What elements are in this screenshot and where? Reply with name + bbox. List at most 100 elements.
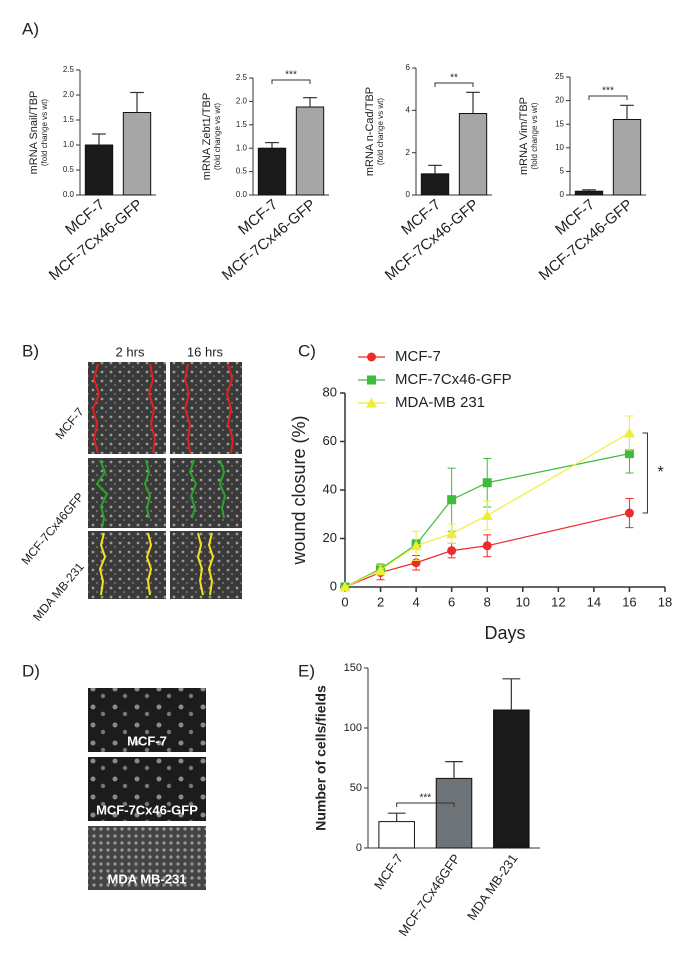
bar [458,113,488,196]
marker [366,397,377,408]
column-label: 2 hrs [116,344,145,359]
y-tick-label: 0.0 [236,190,248,199]
significance-bracket [396,802,455,807]
panel-label: B) [22,341,39,360]
y-tick-label: 2.0 [236,97,248,106]
y-tick-label: 80 [323,384,337,399]
panel-label: C) [298,341,316,360]
marker [482,541,492,551]
bar [84,144,114,196]
bar [493,709,530,849]
y-tick-label: 4 [406,105,411,114]
y-axis-sublabel: (fold change vs wt) [530,102,539,169]
x-tick-label: MDA MB-231 [464,851,521,923]
significance-bracket [271,79,311,84]
marker [481,509,493,520]
marker [446,528,458,539]
y-tick-label: 2.5 [63,65,75,74]
series-line [344,512,630,588]
y-tick-label: 2 [406,148,411,157]
y-tick-label: 0 [356,842,362,854]
significance-bracket [588,95,628,100]
bar [122,112,152,196]
y-axis-label: mRNA Vim/TBP [518,97,530,175]
significance-label: *** [285,70,297,81]
panel-label: E) [298,661,315,680]
marker [367,352,376,362]
y-tick-label: 15 [555,119,564,128]
significance-bracket [434,82,474,87]
x-tick-label: 12 [551,594,565,609]
significance-label: * [657,464,663,481]
x-tick-label: MCF-7Cx46GFP [395,851,463,939]
bar [257,147,287,196]
y-tick-label: 100 [344,722,362,734]
x-tick-label: 6 [448,594,455,609]
x-tick-label: 18 [658,594,672,609]
y-axis-sublabel: (fold change vs wt) [40,99,49,166]
legend-label: MDA-MB 231 [395,394,485,411]
panel-label: D) [22,661,40,680]
legend-label: MCF-7Cx46-GFP [395,371,512,388]
significance-label: *** [602,86,614,97]
y-tick-label: 50 [350,782,362,794]
x-axis-label: Days [484,623,525,643]
y-axis-label: mRNA n-Cad/TBP [364,87,376,176]
y-tick-label: 25 [555,72,564,81]
cell-images [88,688,206,890]
marker [339,581,351,592]
marker [624,449,634,459]
x-tick-label: 8 [484,594,491,609]
row-label: MCF-7Cx46GFP [19,490,87,567]
marker [447,546,457,556]
y-tick-label: 0.5 [63,165,75,174]
x-tick-label: 10 [516,594,530,609]
bar [378,821,415,849]
y-tick-label: 10 [555,143,564,152]
bar [435,777,473,849]
y-axis-label: wound closure (%) [289,415,309,565]
y-tick-label: 0.5 [236,167,248,176]
significance-label: *** [419,793,431,804]
y-tick-label: 40 [323,481,337,496]
x-tick-label: 2 [377,594,384,609]
y-tick-label: 0 [330,578,337,593]
row-label: MCF-7 [52,405,87,442]
marker [410,540,422,551]
y-axis-label: mRNA Snail/TBP [28,91,40,175]
panel-label: A) [22,19,39,38]
y-tick-label: 2.5 [236,73,248,82]
image-label: MDA MB-231 [108,871,187,886]
y-tick-label: 60 [323,433,337,448]
marker [624,508,634,518]
image-label: MCF-7 [127,733,167,748]
marker [623,427,635,438]
y-tick-label: 20 [323,530,337,545]
x-tick-label: 4 [412,594,419,609]
y-tick-label: 0.0 [63,190,75,199]
marker [482,478,492,488]
y-tick-label: 1.0 [63,140,75,149]
bar [574,190,604,196]
x-tick-label: 14 [587,594,601,609]
bar [295,106,325,196]
marker [375,564,387,575]
y-tick-label: 2.0 [63,90,75,99]
series-line [344,453,630,588]
y-axis-sublabel: (fold change vs wt) [376,98,385,165]
wound-images [88,362,242,599]
y-tick-label: 0 [560,190,565,199]
y-tick-label: 150 [344,662,362,674]
y-tick-label: 5 [560,167,565,176]
y-tick-label: 6 [406,63,411,72]
bar [420,173,450,196]
significance-bracket [642,432,648,514]
marker [367,375,376,385]
y-tick-label: 1.0 [236,143,248,152]
y-tick-label: 1.5 [63,115,75,124]
y-axis-label: mRNA Zebt1/TBP [201,93,213,180]
y-axis-label: Number of cells/fields [313,685,329,831]
x-tick-label: 16 [622,594,636,609]
